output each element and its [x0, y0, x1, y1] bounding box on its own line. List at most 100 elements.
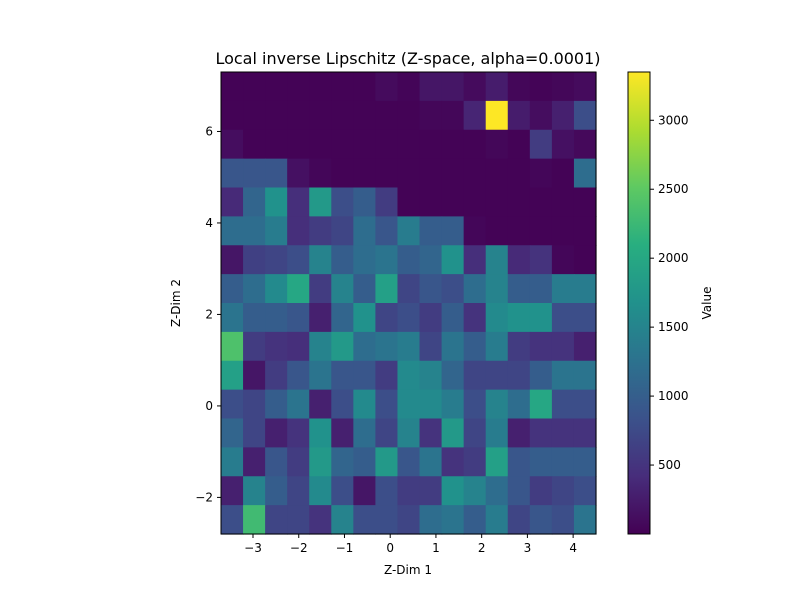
heatmap-cell [265, 476, 288, 506]
heatmap-cell [485, 158, 509, 189]
heatmap-cell [287, 187, 310, 217]
heatmap-cell [265, 274, 288, 304]
x-tick-label: −2 [290, 541, 308, 555]
heatmap-cell [265, 418, 288, 448]
colorbar-tick-label: 3000 [658, 113, 689, 127]
heatmap-cell [243, 418, 266, 448]
heatmap-cell [463, 274, 487, 304]
heatmap-cell [309, 418, 332, 448]
colorbar-tick-label: 1000 [658, 389, 689, 403]
heatmap-cell [463, 187, 487, 217]
heatmap-cell [485, 331, 509, 362]
heatmap-cell [397, 447, 421, 477]
heatmap-cell [419, 245, 443, 275]
heatmap-cell [221, 158, 244, 189]
heatmap-cell [573, 476, 597, 506]
heatmap-cell [353, 303, 377, 333]
x-tick-label: 2 [478, 541, 486, 555]
heatmap-cell [353, 245, 377, 275]
heatmap-cell [441, 360, 465, 391]
heatmap-cell [529, 389, 553, 420]
heatmap-cell [309, 331, 332, 362]
heatmap-cell [331, 331, 354, 362]
heatmap-cell [551, 418, 575, 448]
heatmap-cell [287, 505, 310, 535]
heatmap-cell [309, 389, 332, 420]
heatmap-cell [375, 274, 399, 304]
heatmap-cell [397, 476, 421, 506]
heatmap-cell [353, 274, 377, 304]
heatmap-cell [331, 360, 354, 391]
heatmap-cell [353, 187, 377, 217]
heatmap-cell [529, 418, 553, 448]
heatmap-cell [441, 129, 465, 160]
heatmap-cell [529, 274, 553, 304]
heatmap-cell [353, 331, 377, 362]
heatmap-cell [353, 389, 377, 420]
heatmap-cell [353, 216, 377, 246]
heatmap-cell [441, 158, 465, 189]
heatmap-cell [485, 303, 509, 333]
heatmap-cell [573, 187, 597, 217]
heatmap-cell [243, 100, 266, 131]
heatmap-cell [221, 129, 244, 160]
heatmap-cell [441, 418, 465, 448]
heatmap-cell [551, 245, 575, 275]
heatmap-cell [551, 72, 575, 102]
heatmap-cell [309, 216, 332, 246]
heatmap-cell [551, 129, 575, 160]
heatmap-cell [419, 100, 443, 131]
heatmap-cell [265, 72, 288, 102]
heatmap-cell [375, 158, 399, 189]
heatmap-cell [331, 447, 354, 477]
heatmap-cell [287, 158, 310, 189]
heatmap-cell [353, 72, 377, 102]
heatmap-cell [441, 331, 465, 362]
heatmap-cell [375, 129, 399, 160]
x-tick-label: 1 [432, 541, 440, 555]
heatmap-cell [419, 129, 443, 160]
heatmap-cell [573, 158, 597, 189]
heatmap-cell [353, 505, 377, 535]
heatmap-cell [485, 360, 509, 391]
heatmap-cell [353, 418, 377, 448]
heatmap-cell [441, 216, 465, 246]
heatmap-cell [287, 129, 310, 160]
heatmap-cell [419, 72, 443, 102]
heatmap-cell [221, 418, 244, 448]
heatmap-cell [309, 360, 332, 391]
heatmap-cell [485, 418, 509, 448]
heatmap-cell [463, 505, 487, 535]
heatmap-cell [309, 447, 332, 477]
heatmap-cell [397, 389, 421, 420]
heatmap-cell [309, 129, 332, 160]
heatmap-cell [441, 303, 465, 333]
heatmap-cell [243, 129, 266, 160]
heatmap-cell [375, 216, 399, 246]
heatmap-cell [221, 303, 244, 333]
heatmap-cell [507, 129, 531, 160]
heatmap-cell [551, 331, 575, 362]
heatmap-cell [287, 245, 310, 275]
heatmap-cell [221, 72, 244, 102]
colorbar-label: Value [700, 287, 714, 320]
heatmap-cell [441, 100, 465, 131]
heatmap-cell [375, 331, 399, 362]
heatmap-cell [265, 389, 288, 420]
heatmap-cell [287, 100, 310, 131]
heatmap-cell [507, 158, 531, 189]
heatmap-cell [397, 216, 421, 246]
heatmap-cell [221, 505, 244, 535]
x-axis-label: Z-Dim 1 [384, 563, 432, 577]
heatmap-cell [551, 505, 575, 535]
heatmap-cell [463, 331, 487, 362]
x-tick-label: −1 [336, 541, 354, 555]
heatmap-cell [573, 303, 597, 333]
heatmap-cell [221, 389, 244, 420]
x-tick-label: 4 [569, 541, 577, 555]
heatmap-cell [463, 100, 487, 131]
heatmap-cell [463, 129, 487, 160]
heatmap-cell [551, 389, 575, 420]
heatmap-cell [397, 158, 421, 189]
